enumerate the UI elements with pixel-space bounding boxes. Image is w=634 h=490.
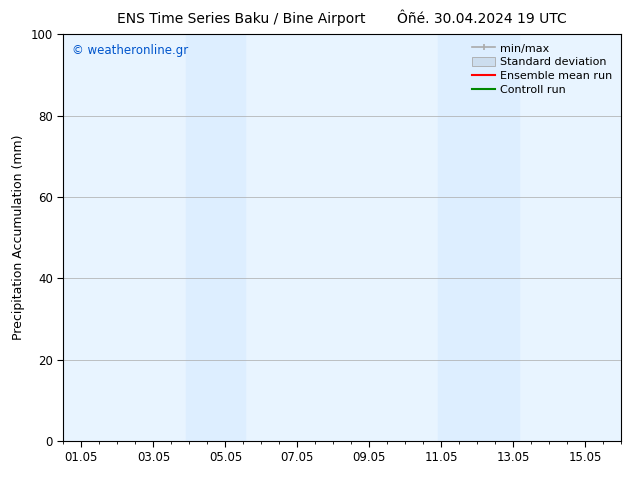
Bar [213,34,245,441]
Bar [437,34,469,441]
Y-axis label: Precipitation Accumulation (mm): Precipitation Accumulation (mm) [12,135,25,341]
Text: © weatheronline.gr: © weatheronline.gr [72,45,188,57]
Text: Ôñé. 30.04.2024 19 UTC: Ôñé. 30.04.2024 19 UTC [397,12,567,26]
Bar [186,34,213,441]
Bar [469,34,519,441]
Legend: min/max, Standard deviation, Ensemble mean run, Controll run: min/max, Standard deviation, Ensemble me… [469,40,616,98]
Text: ENS Time Series Baku / Bine Airport: ENS Time Series Baku / Bine Airport [117,12,365,26]
